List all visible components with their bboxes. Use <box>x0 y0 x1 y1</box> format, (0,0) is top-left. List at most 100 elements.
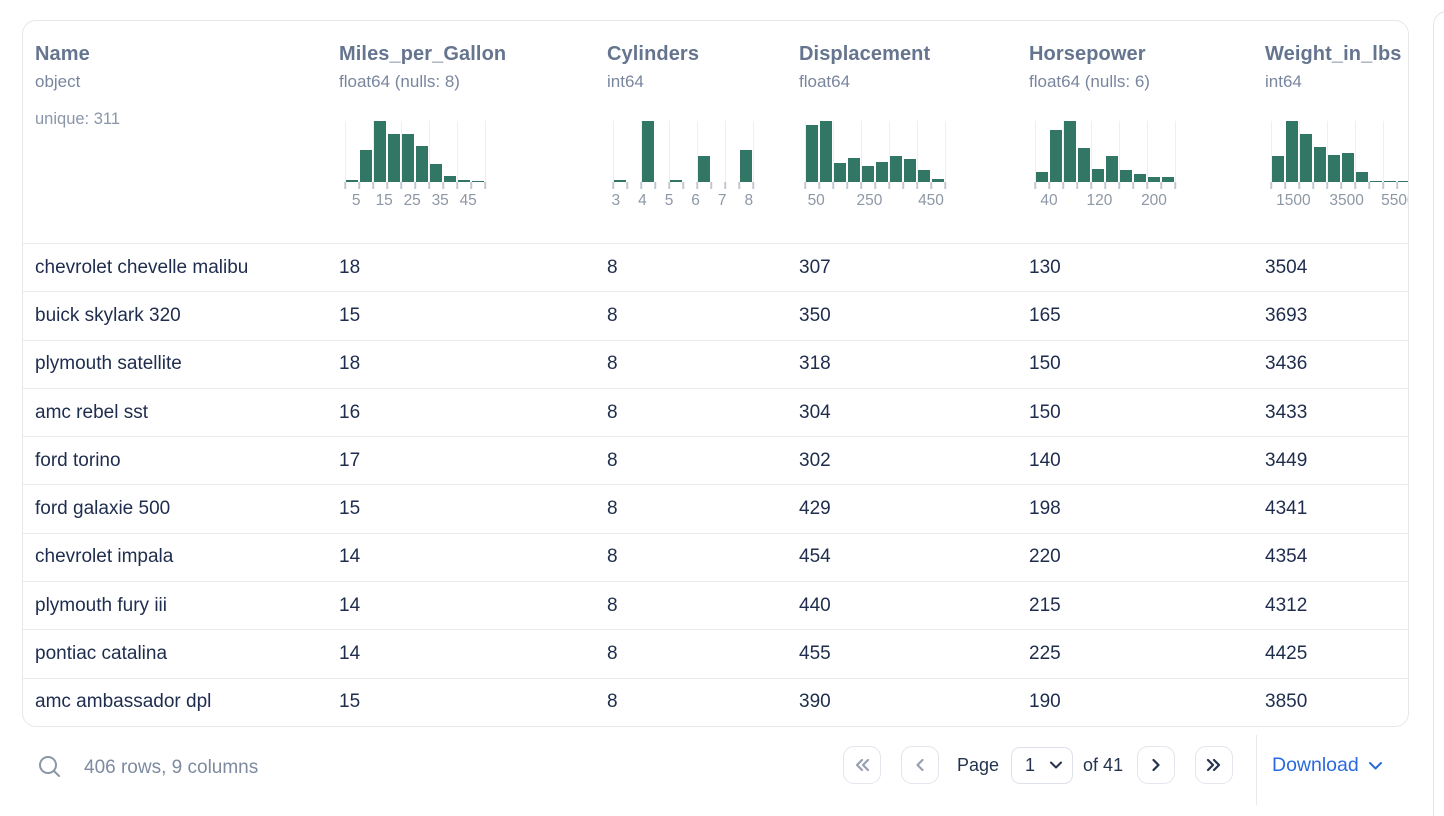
column-header-displacement[interactable]: Displacement float64 50 250 450 <box>799 21 1021 243</box>
histogram-displacement: 50 250 450 <box>804 121 946 212</box>
table-cell: 307 <box>799 256 831 278</box>
table-cell: 220 <box>1029 546 1061 568</box>
column-title: Weight_in_lbs <box>1265 43 1402 65</box>
column-header-horsepower[interactable]: Horsepower float64 (nulls: 6) 40 120 200 <box>1029 21 1257 243</box>
axis-tick <box>738 182 740 189</box>
axis-tick <box>930 182 932 189</box>
axis-tick <box>456 182 458 189</box>
adjacent-card-edge <box>1433 11 1444 816</box>
table-cell: 15 <box>339 304 361 326</box>
table-row: amc ambassador dpl 15 8 390 190 3850 <box>23 677 1408 726</box>
download-button[interactable]: Download <box>1272 746 1383 784</box>
column-dtype: object <box>35 72 81 91</box>
double-chevron-right-icon <box>1206 758 1221 772</box>
table-cell: 3436 <box>1265 353 1308 375</box>
axis-tick-label: 15 <box>375 192 393 209</box>
axis-tick-label: 6 <box>691 192 700 209</box>
histogram-axis-labels: 1500 3500 5500 <box>1271 192 1408 212</box>
histogram-bar <box>388 133 400 182</box>
table-body: chevrolet chevelle malibu 18 8 307 130 3504 bu… <box>23 243 1408 726</box>
axis-tick <box>484 182 486 189</box>
histogram-bar <box>806 125 818 182</box>
axis-tick <box>1062 182 1064 189</box>
table-cell: 3693 <box>1265 304 1308 326</box>
column-header-weight-in-lbs[interactable]: Weight_in_lbs int64 1500 3500 5500 <box>1265 21 1408 243</box>
axis-tick-label: 5500 <box>1381 192 1408 209</box>
axis-tick <box>696 182 698 189</box>
axis-tick <box>1396 182 1398 189</box>
histogram-bar <box>458 180 470 182</box>
histogram-bar <box>472 180 484 182</box>
histogram-bars <box>1034 121 1176 182</box>
histogram-gridline <box>1382 121 1384 182</box>
previous-page-button[interactable] <box>901 746 939 784</box>
column-title: Miles_per_Gallon <box>339 43 507 65</box>
axis-tick-label: 40 <box>1040 192 1058 209</box>
histogram-bar <box>444 175 456 182</box>
column-header-miles-per-gallon[interactable]: Miles_per_Gallon float64 (nulls: 8) 5 15 25 3… <box>339 21 599 243</box>
histogram-gridline <box>456 121 458 182</box>
table-row: plymouth fury iii 14 8 440 215 4312 <box>23 581 1408 629</box>
axis-tick-label: 250 <box>856 192 883 209</box>
histogram-gridline <box>1062 121 1064 182</box>
histogram-gridline <box>752 121 754 182</box>
table-cell: plymouth fury iii <box>35 594 167 616</box>
histogram-gridline <box>1090 121 1092 182</box>
table-cell: 8 <box>607 449 618 471</box>
axis-tick <box>860 182 862 189</box>
histogram-weight-in-lbs: 1500 3500 5500 <box>1270 121 1408 212</box>
histogram-axis-labels: 5 15 25 35 45 <box>345 192 485 212</box>
row-count-summary: 406 rows, 9 columns <box>84 757 259 778</box>
histogram-bar <box>346 180 358 182</box>
table-cell: 8 <box>607 304 618 326</box>
next-page-button[interactable] <box>1137 746 1176 784</box>
histogram-bars <box>804 121 946 182</box>
last-page-button[interactable] <box>1195 746 1234 784</box>
histogram-bar <box>740 149 752 182</box>
column-dtype: float64 (nulls: 6) <box>1029 72 1150 91</box>
axis-tick-label: 50 <box>807 192 825 209</box>
axis-tick <box>1270 182 1272 189</box>
table-cell: 17 <box>339 449 361 471</box>
histogram-bar <box>820 121 832 182</box>
table-cell: 350 <box>799 304 831 326</box>
histogram-gridline <box>400 121 402 182</box>
histogram-gridline <box>888 121 890 182</box>
histogram-bar <box>430 164 442 182</box>
table-row: pontiac catalina 14 8 455 225 4425 <box>23 629 1408 677</box>
table-cell: 318 <box>799 353 831 375</box>
axis-tick <box>626 182 628 189</box>
table-cell: 8 <box>607 643 618 665</box>
column-header-cylinders[interactable]: Cylinders int64 3 4 5 6 7 8 <box>607 21 791 243</box>
pagination: Page 1 of 41 <box>843 746 1234 784</box>
histogram-bar <box>1092 168 1104 182</box>
axis-tick-label: 450 <box>918 192 944 209</box>
first-page-button[interactable] <box>843 746 881 784</box>
histogram-axis-labels: 50 250 450 <box>805 192 945 212</box>
table-row: buick skylark 320 15 8 350 165 3693 <box>23 291 1408 339</box>
axis-tick-label: 200 <box>1141 192 1167 209</box>
footer-divider <box>1256 735 1257 805</box>
histogram-bar <box>876 161 888 182</box>
column-dtype: float64 (nulls: 8) <box>339 72 460 91</box>
axis-tick <box>640 182 642 189</box>
page-select[interactable]: 1 <box>1011 746 1074 784</box>
table-cell: 4354 <box>1265 546 1308 568</box>
search-icon[interactable] <box>36 753 64 781</box>
table-cell: 14 <box>339 594 361 616</box>
table-cell: 3504 <box>1265 256 1308 278</box>
axis-tick <box>888 182 890 189</box>
table-cell: 18 <box>339 353 361 375</box>
table-cell: buick skylark 320 <box>35 304 181 326</box>
histogram-gridline <box>1118 121 1120 182</box>
table-cell: 8 <box>607 353 618 375</box>
axis-tick <box>386 182 388 189</box>
axis-tick <box>1298 182 1300 189</box>
column-header-name[interactable]: Name object unique: 311 <box>35 21 331 243</box>
table-cell: 3449 <box>1265 449 1308 471</box>
histogram-bar <box>918 170 930 182</box>
table-cell: 225 <box>1029 643 1061 665</box>
axis-tick <box>916 182 918 189</box>
